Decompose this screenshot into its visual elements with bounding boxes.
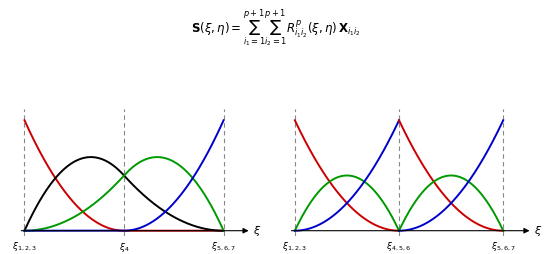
Text: $\xi_{5,6,7}$: $\xi_{5,6,7}$ [491, 241, 516, 253]
Text: $\xi$: $\xi$ [253, 224, 262, 238]
Text: $\xi_4$: $\xi_4$ [118, 241, 129, 254]
Text: $\xi_{1,2,3}$: $\xi_{1,2,3}$ [282, 241, 307, 253]
Text: $\xi$: $\xi$ [534, 224, 543, 238]
Text: $\mathbf{S}(\xi,\eta) = \sum_{i_1=1}^{p+1}\sum_{i_2=1}^{p+1} R^p_{i_1 i_2}(\xi,\: $\mathbf{S}(\xi,\eta) = \sum_{i_1=1}^{p+… [191, 8, 360, 49]
Text: $\xi_{5,6,7}$: $\xi_{5,6,7}$ [211, 241, 236, 253]
Text: $\xi_{4,5,6}$: $\xi_{4,5,6}$ [386, 241, 412, 253]
Text: $\xi_{1,2,3}$: $\xi_{1,2,3}$ [12, 241, 37, 253]
